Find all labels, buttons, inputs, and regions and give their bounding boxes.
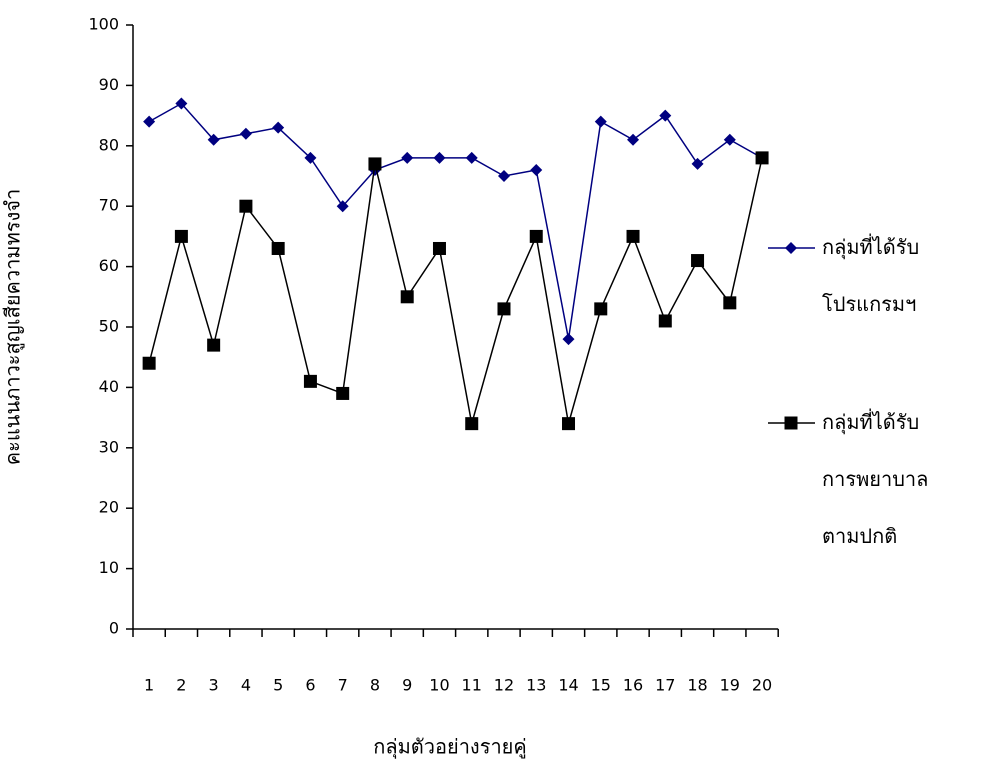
x-axis-title: กลุ่มตัวอย่างรายคู่: [373, 735, 527, 760]
point: [692, 158, 704, 170]
point: [207, 339, 220, 352]
point: [143, 357, 156, 370]
point: [239, 200, 252, 213]
series-line: [149, 158, 762, 424]
point: [785, 242, 797, 254]
x-tick-label: 20: [752, 676, 772, 695]
point: [691, 254, 704, 267]
point: [785, 417, 798, 430]
y-tick-label: 100: [88, 15, 119, 34]
point: [497, 302, 510, 315]
point: [466, 152, 478, 164]
legend-label: กลุ่มที่ได้รับโปรแกรมฯ: [822, 233, 919, 316]
y-tick-label: 80: [99, 135, 119, 154]
y-tick-label: 20: [99, 498, 119, 517]
x-tick-label: 12: [494, 676, 514, 695]
y-tick-label: 40: [99, 377, 119, 396]
point: [336, 387, 349, 400]
y-axis-title: คะแนนภาวะสูญเสียความทรงจำ: [1, 189, 26, 465]
x-tick-label: 11: [462, 676, 482, 695]
y-tick-label: 70: [99, 196, 119, 215]
chart: กลุ่มตัวอย่างรายคู่ คะแนนภาวะสูญเสียความ…: [0, 0, 987, 764]
x-tick-label: 5: [273, 676, 283, 695]
x-tick-label: 14: [558, 676, 578, 695]
point: [272, 242, 285, 255]
point: [433, 152, 445, 164]
point: [143, 116, 155, 128]
y-tick-label: 50: [99, 317, 119, 336]
point: [401, 152, 413, 164]
x-tick-label: 16: [623, 676, 643, 695]
point: [562, 417, 575, 430]
point: [627, 230, 640, 243]
point: [433, 242, 446, 255]
point: [659, 110, 671, 122]
x-tick-label: 19: [720, 676, 740, 695]
x-tick-label: 8: [370, 676, 380, 695]
x-tick-label: 17: [655, 676, 675, 695]
point: [723, 296, 736, 309]
x-tick-label: 9: [402, 676, 412, 695]
point: [465, 417, 478, 430]
point: [498, 170, 510, 182]
point: [240, 128, 252, 140]
x-tick-label: 6: [305, 676, 315, 695]
series-line: [149, 104, 762, 340]
x-tick-label: 7: [338, 676, 348, 695]
x-tick-label: 1: [144, 676, 154, 695]
point: [595, 116, 607, 128]
point: [659, 314, 672, 327]
y-tick-label: 60: [99, 256, 119, 275]
y-tick-label: 90: [99, 75, 119, 94]
x-tick-label: 3: [209, 676, 219, 695]
point: [175, 230, 188, 243]
point: [627, 134, 639, 146]
x-tick-label: 18: [687, 676, 707, 695]
y-tick-label: 10: [99, 558, 119, 577]
y-tick-label: 0: [109, 619, 119, 638]
point: [304, 375, 317, 388]
x-tick-label: 15: [591, 676, 611, 695]
point: [401, 290, 414, 303]
point: [368, 157, 381, 170]
legend-label: กลุ่มที่ได้รับการพยาบาลตามปกติ: [822, 408, 928, 548]
x-tick-label: 2: [176, 676, 186, 695]
point: [563, 333, 575, 345]
point: [724, 134, 736, 146]
x-tick-label: 4: [241, 676, 251, 695]
point: [530, 164, 542, 176]
x-tick-label: 13: [526, 676, 546, 695]
x-tick-label: 10: [429, 676, 449, 695]
y-tick-label: 30: [99, 437, 119, 456]
point: [594, 302, 607, 315]
point: [530, 230, 543, 243]
point: [756, 151, 769, 164]
